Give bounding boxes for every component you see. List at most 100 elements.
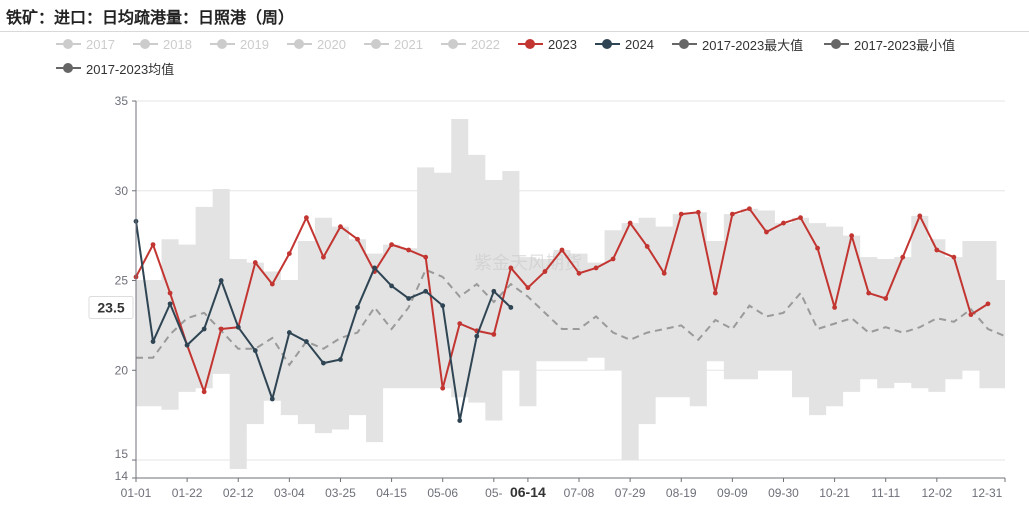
legend-label: 2018 <box>163 36 192 52</box>
legend-label: 2021 <box>394 36 423 52</box>
data-point-2023[interactable] <box>457 321 463 327</box>
data-point-2023[interactable] <box>866 290 872 296</box>
data-point-2023[interactable] <box>525 285 531 291</box>
data-point-2023[interactable] <box>321 254 326 260</box>
data-point-2023[interactable] <box>712 290 718 296</box>
legend-item-2020[interactable]: 2020 <box>287 34 346 54</box>
data-point-2023[interactable] <box>269 281 275 287</box>
legend-label: 2023 <box>548 36 577 52</box>
data-point-2024[interactable] <box>252 348 258 353</box>
legend-item-2022[interactable]: 2022 <box>441 34 500 54</box>
data-point-2024[interactable] <box>491 288 497 294</box>
data-point-2023[interactable] <box>729 211 735 217</box>
data-point-2023[interactable] <box>508 265 514 271</box>
data-point-2023[interactable] <box>934 247 940 253</box>
legend-item-2017-2023最大值[interactable]: 2017-2023最大值 <box>672 34 803 54</box>
data-point-2024[interactable] <box>440 303 446 309</box>
legend-item-2019[interactable]: 2019 <box>210 34 269 54</box>
data-point-2023[interactable] <box>985 301 991 307</box>
data-point-2024[interactable] <box>218 278 224 283</box>
data-point-2023[interactable] <box>832 305 838 310</box>
legend-label: 2024 <box>625 36 654 52</box>
data-point-2023[interactable] <box>747 206 752 212</box>
data-point-2024[interactable] <box>389 283 394 289</box>
legend-item-2021[interactable]: 2021 <box>364 34 423 54</box>
data-point-2024[interactable] <box>269 396 275 402</box>
data-point-2023[interactable] <box>440 385 446 391</box>
data-point-2024[interactable] <box>303 339 309 344</box>
data-point-2023[interactable] <box>849 233 855 239</box>
data-point-2024[interactable] <box>184 342 190 348</box>
band-area <box>136 118 1005 470</box>
legend-item-2024[interactable]: 2024 <box>595 34 654 54</box>
x-tick-label: 01-22 <box>172 486 203 500</box>
data-point-2023[interactable] <box>406 247 412 253</box>
data-point-2023[interactable] <box>389 242 394 248</box>
data-point-2023[interactable] <box>355 236 360 242</box>
data-point-2024[interactable] <box>423 288 429 294</box>
data-point-2023[interactable] <box>764 229 769 235</box>
data-point-2023[interactable] <box>883 296 889 301</box>
legend-item-2017-2023均值[interactable]: 2017-2023均值 <box>56 58 174 78</box>
data-point-2024[interactable] <box>286 330 292 335</box>
data-point-2023[interactable] <box>338 224 343 230</box>
data-point-2023[interactable] <box>627 220 633 226</box>
legend-label: 2019 <box>240 36 269 52</box>
legend-item-2017-2023最小值[interactable]: 2017-2023最小值 <box>824 34 955 54</box>
x-tick-label: 05-06 <box>427 486 458 500</box>
data-point-2023[interactable] <box>593 265 599 271</box>
data-point-2023[interactable] <box>423 254 429 260</box>
data-point-2023[interactable] <box>610 256 616 262</box>
data-point-2024[interactable] <box>457 418 463 423</box>
y-tick-label: 15 <box>115 447 129 461</box>
series-group <box>133 206 1006 423</box>
x-tick-label: 03-25 <box>325 486 356 500</box>
data-point-2023[interactable] <box>661 270 667 276</box>
data-point-2023[interactable] <box>815 245 820 251</box>
x-tick-label: 11-11 <box>871 486 900 500</box>
data-point-2023[interactable] <box>576 270 582 276</box>
data-point-2023[interactable] <box>968 312 974 318</box>
data-point-2023[interactable] <box>303 215 309 221</box>
data-point-2023[interactable] <box>286 251 292 256</box>
data-point-2024[interactable] <box>321 360 326 366</box>
data-point-2024[interactable] <box>167 301 173 307</box>
data-point-2023[interactable] <box>781 220 786 226</box>
legend-marker-icon <box>824 37 849 51</box>
legend-item-2018[interactable]: 2018 <box>133 34 192 54</box>
data-point-2023[interactable] <box>150 242 156 248</box>
data-point-2024[interactable] <box>201 326 207 332</box>
data-point-2023[interactable] <box>678 211 684 217</box>
data-point-2024[interactable] <box>235 324 241 330</box>
data-point-2023[interactable] <box>167 290 173 296</box>
data-point-2023[interactable] <box>644 244 650 249</box>
data-point-2023[interactable] <box>798 215 803 221</box>
legend-item-2023[interactable]: 2023 <box>518 34 577 54</box>
y-tick-label: 30 <box>115 184 129 198</box>
data-point-2024[interactable] <box>338 357 343 362</box>
data-point-2023[interactable] <box>252 260 258 265</box>
data-point-2023[interactable] <box>218 326 224 332</box>
data-point-2023[interactable] <box>201 389 207 395</box>
data-point-2023[interactable] <box>695 209 701 215</box>
y-tick-label: 25 <box>115 274 129 288</box>
legend-label: 2022 <box>471 36 500 52</box>
data-point-2024[interactable] <box>355 305 360 310</box>
data-point-2024[interactable] <box>406 296 412 301</box>
data-point-2024[interactable] <box>150 339 156 344</box>
legend-item-2017[interactable]: 2017 <box>56 34 115 54</box>
data-point-2024[interactable] <box>508 305 514 310</box>
data-point-2023[interactable] <box>917 213 923 219</box>
x-tick-label: 06-14 <box>510 484 546 500</box>
y-tick-label: 35 <box>115 94 129 108</box>
data-point-2024[interactable] <box>372 265 377 271</box>
y-tick-label: 14 <box>115 469 129 483</box>
data-point-2024[interactable] <box>474 333 480 339</box>
data-point-2023[interactable] <box>491 331 497 337</box>
data-point-2023[interactable] <box>951 254 957 260</box>
data-point-2023[interactable] <box>559 247 565 253</box>
data-point-2023[interactable] <box>542 269 548 274</box>
x-tick-label: 08-19 <box>666 486 697 500</box>
data-point-2023[interactable] <box>900 254 906 260</box>
